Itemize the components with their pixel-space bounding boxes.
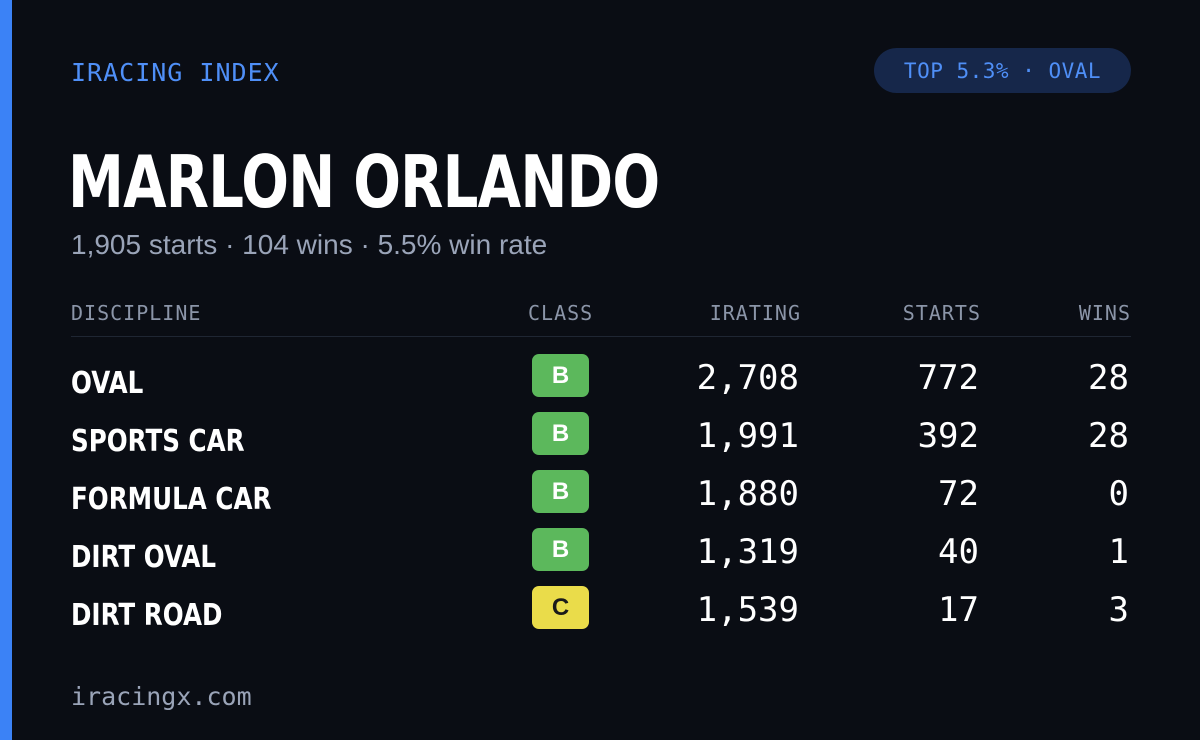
class-badge: B	[532, 354, 589, 397]
header-starts: STARTS	[902, 301, 981, 325]
starts-value: 40	[938, 532, 979, 572]
table-header: DISCIPLINE CLASS IRATING STARTS WINS	[71, 300, 1131, 337]
site-footer: iracingx.com	[71, 682, 252, 711]
header-irating: IRATING	[709, 301, 801, 325]
wins-value: 28	[1088, 358, 1129, 398]
wins-value: 1	[1108, 532, 1129, 572]
starts-value: 17	[938, 590, 979, 630]
irating-value: 2,708	[696, 358, 799, 398]
class-badge: B	[532, 528, 589, 571]
starts-value: 392	[917, 416, 979, 456]
discipline-name: DIRT ROAD	[71, 598, 223, 633]
class-badge: B	[532, 412, 589, 455]
discipline-name: FORMULA CAR	[71, 482, 272, 517]
class-badge: B	[532, 470, 589, 513]
driver-summary: 1,905 starts · 104 wins · 5.5% win rate	[71, 229, 548, 260]
header-class: CLASS	[528, 301, 594, 325]
table-row: DIRT ROAD C 1,539 17 3	[71, 582, 1131, 640]
wins-value: 0	[1108, 474, 1129, 514]
header-discipline: DISCIPLINE	[71, 301, 202, 325]
wins-value: 3	[1108, 590, 1129, 630]
accent-bar	[0, 0, 12, 740]
discipline-name: SPORTS CAR	[71, 424, 245, 459]
discipline-name: DIRT OVAL	[71, 540, 217, 575]
wins-value: 28	[1088, 416, 1129, 456]
table-row: OVAL B 2,708 772 28	[71, 350, 1131, 408]
table-row: DIRT OVAL B 1,319 40 1	[71, 524, 1131, 582]
discipline-name: OVAL	[71, 366, 144, 401]
class-badge: C	[532, 586, 589, 629]
irating-value: 1,991	[696, 416, 799, 456]
starts-value: 772	[917, 358, 979, 398]
table-row: FORMULA CAR B 1,880 72 0	[71, 466, 1131, 524]
table-row: SPORTS CAR B 1,991 392 28	[71, 408, 1131, 466]
header-wins: WINS	[1078, 301, 1131, 325]
starts-value: 72	[938, 474, 979, 514]
irating-value: 1,880	[696, 474, 799, 514]
irating-value: 1,319	[696, 532, 799, 572]
rank-badge: TOP 5.3% · OVAL	[874, 48, 1131, 93]
driver-name: MARLON ORLANDO	[68, 140, 660, 224]
irating-value: 1,539	[696, 590, 799, 630]
brand-label: IRACING INDEX	[71, 58, 280, 87]
discipline-table: OVAL B 2,708 772 28 SPORTS CAR B 1,991 3…	[71, 350, 1131, 640]
